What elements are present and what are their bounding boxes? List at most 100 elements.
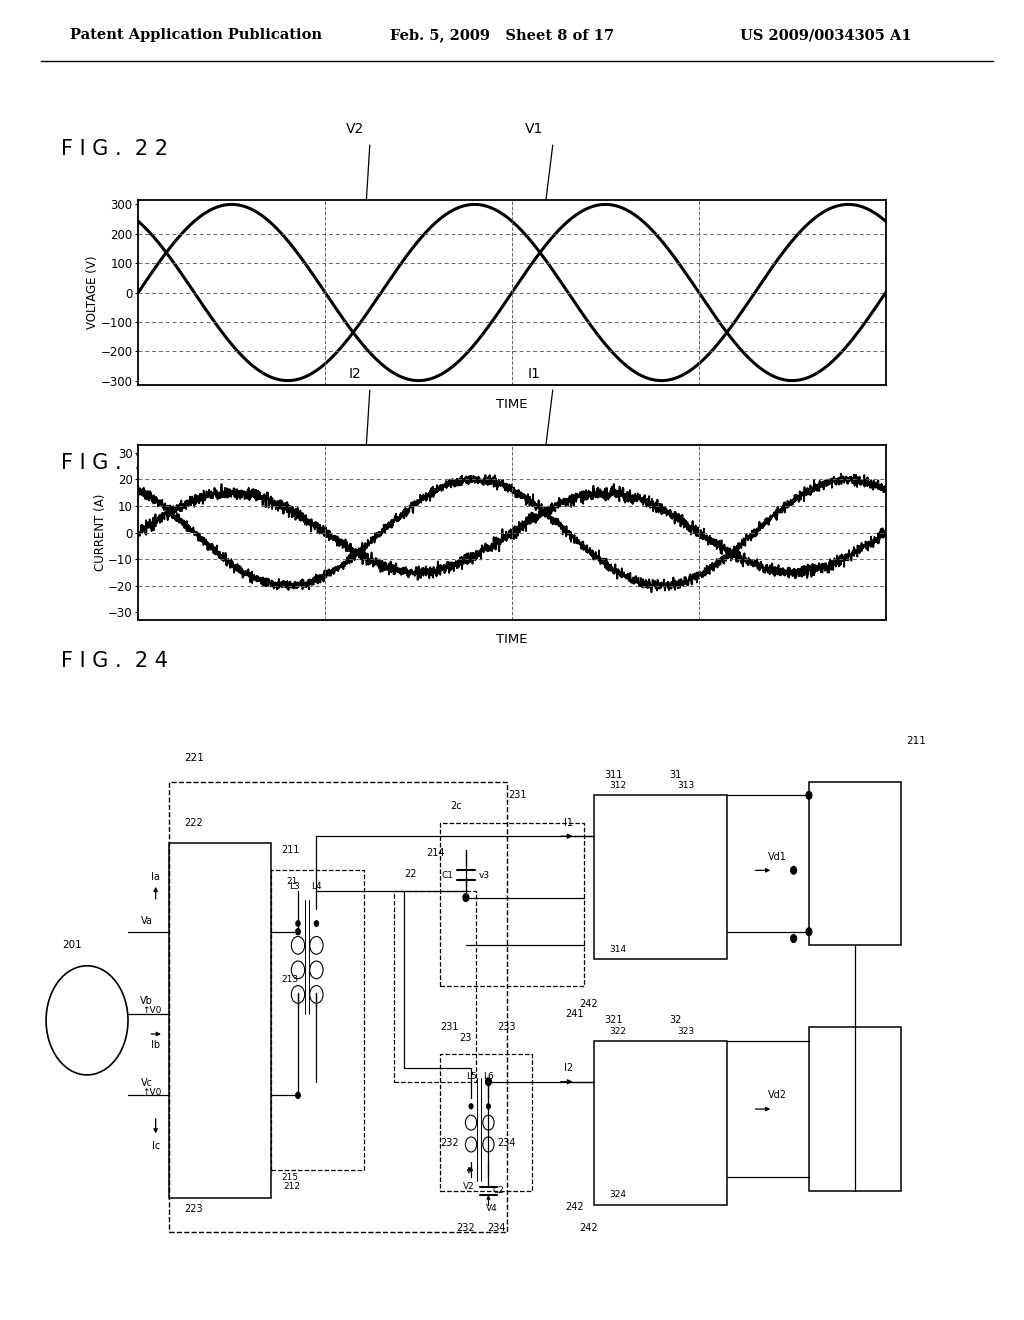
Text: 314: 314 [609, 945, 627, 954]
Bar [809, 1027, 901, 1191]
Circle shape [483, 1137, 495, 1152]
Text: 324: 324 [609, 1191, 627, 1200]
Text: 221: 221 [184, 754, 204, 763]
Text: 31: 31 [670, 770, 682, 780]
Text: 234: 234 [498, 1138, 516, 1148]
Text: Patent Application Publication: Patent Application Publication [70, 29, 322, 42]
Circle shape [296, 929, 300, 935]
Text: 241: 241 [565, 1008, 584, 1019]
Circle shape [292, 986, 305, 1003]
Text: Vd2: Vd2 [768, 1090, 787, 1101]
Text: F I G .  2 4: F I G . 2 4 [61, 651, 168, 672]
Text: 242: 242 [580, 999, 598, 1008]
Text: I2: I2 [348, 367, 361, 381]
Circle shape [296, 1093, 300, 1098]
Text: ↑V0: ↑V0 [142, 1088, 161, 1097]
Text: 313: 313 [678, 781, 694, 791]
Text: 234: 234 [487, 1222, 506, 1233]
Circle shape [483, 1115, 495, 1130]
Bar [440, 1055, 532, 1191]
Circle shape [486, 1104, 490, 1109]
Circle shape [292, 936, 305, 954]
Text: 222: 222 [184, 817, 203, 828]
Text: 242: 242 [565, 1203, 584, 1212]
Y-axis label: VOLTAGE (V): VOLTAGE (V) [86, 256, 99, 329]
Circle shape [806, 928, 812, 936]
Text: Vd1: Vd1 [768, 851, 786, 862]
Text: 214: 214 [426, 847, 444, 858]
Circle shape [46, 966, 128, 1074]
Text: 21: 21 [287, 876, 298, 886]
Text: 231: 231 [440, 1022, 459, 1032]
Text: 242: 242 [580, 1222, 598, 1233]
Text: TIME: TIME [497, 397, 527, 411]
Bar [271, 870, 364, 1171]
Text: L5: L5 [466, 1072, 476, 1081]
Bar [169, 781, 507, 1232]
Text: 215: 215 [282, 1172, 299, 1181]
Text: 23: 23 [460, 1034, 472, 1043]
Text: V2: V2 [346, 123, 365, 136]
Circle shape [309, 986, 324, 1003]
Text: V1: V1 [525, 123, 544, 136]
Text: Vc: Vc [140, 1078, 153, 1088]
Text: L4: L4 [311, 882, 322, 891]
Bar [594, 795, 727, 958]
Bar [394, 891, 476, 1082]
Text: 2c: 2c [450, 801, 462, 812]
Circle shape [314, 921, 318, 927]
Y-axis label: CURRENT (A): CURRENT (A) [93, 494, 106, 572]
Text: I1: I1 [564, 817, 572, 828]
Circle shape [309, 936, 324, 954]
Text: 213: 213 [282, 975, 299, 983]
Text: 231: 231 [508, 791, 526, 800]
Text: 321: 321 [604, 1015, 623, 1026]
Text: C2: C2 [493, 1187, 505, 1196]
Circle shape [296, 921, 300, 927]
Text: F I G .  2 3: F I G . 2 3 [61, 453, 168, 474]
Text: L3: L3 [290, 882, 300, 891]
Text: V4: V4 [485, 1204, 498, 1213]
Circle shape [292, 961, 305, 978]
Text: TIME: TIME [497, 632, 527, 645]
Text: 32: 32 [670, 1015, 682, 1026]
Text: 22: 22 [404, 870, 417, 879]
Text: v3: v3 [479, 871, 489, 879]
Text: Ia: Ia [152, 873, 160, 882]
Text: L6: L6 [483, 1072, 494, 1081]
Text: Va: Va [140, 916, 153, 925]
Text: Ic: Ic [152, 1140, 160, 1151]
Text: 223: 223 [184, 1204, 203, 1213]
Text: F I G .  2 2: F I G . 2 2 [61, 139, 168, 160]
Text: 211: 211 [282, 845, 300, 855]
Bar [169, 843, 271, 1197]
Text: 211: 211 [906, 735, 926, 746]
Circle shape [463, 894, 469, 902]
Circle shape [791, 866, 797, 874]
Text: 311: 311 [604, 770, 623, 780]
Bar [809, 781, 901, 945]
Text: I1: I1 [528, 367, 541, 381]
Text: 232: 232 [457, 1222, 475, 1233]
Text: 233: 233 [498, 1022, 516, 1032]
Circle shape [791, 935, 797, 942]
Circle shape [465, 1115, 477, 1130]
Text: 322: 322 [609, 1027, 627, 1036]
Circle shape [806, 792, 812, 799]
Bar [440, 822, 584, 986]
Circle shape [485, 1078, 492, 1085]
Text: 323: 323 [678, 1027, 694, 1036]
Text: US 2009/0034305 A1: US 2009/0034305 A1 [740, 29, 911, 42]
Text: Feb. 5, 2009   Sheet 8 of 17: Feb. 5, 2009 Sheet 8 of 17 [390, 29, 614, 42]
Text: 201: 201 [61, 940, 82, 950]
Circle shape [465, 1137, 477, 1152]
Text: ↑V0: ↑V0 [142, 1006, 161, 1015]
Text: V2: V2 [463, 1183, 475, 1191]
Bar [594, 1040, 727, 1204]
Text: 232: 232 [440, 1138, 459, 1148]
Text: C1: C1 [441, 871, 454, 879]
Text: Vb: Vb [140, 997, 153, 1006]
Text: 212: 212 [284, 1183, 300, 1191]
Circle shape [469, 1104, 473, 1109]
Text: Ib: Ib [152, 1040, 160, 1049]
